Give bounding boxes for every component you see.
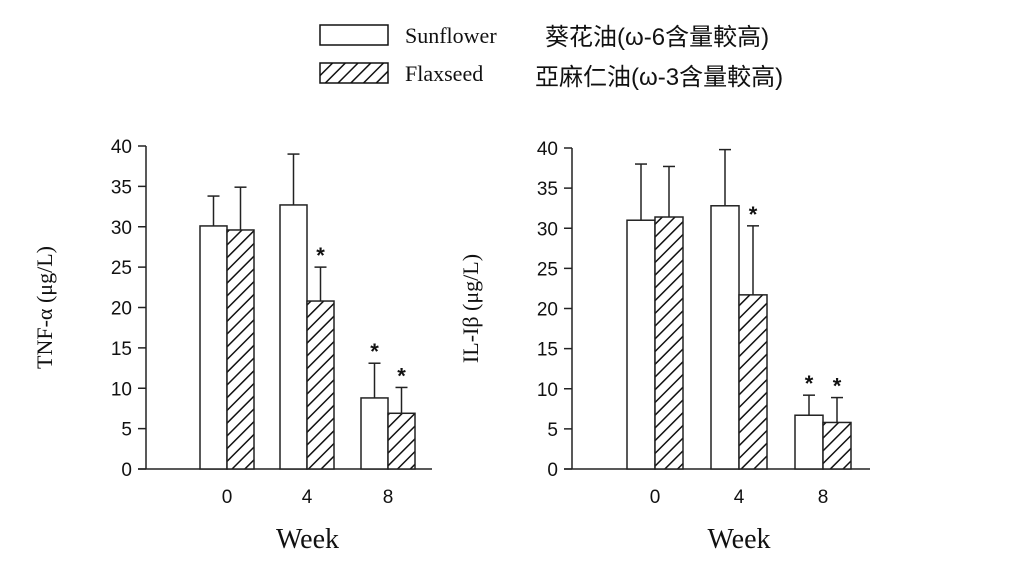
y-tick-label: 40	[111, 137, 132, 158]
y-axis-label: TNF-α (μg/L)	[32, 246, 57, 369]
significance-marker: *	[397, 363, 406, 388]
y-tick-label: 40	[537, 139, 558, 160]
x-tick-label: 4	[302, 487, 313, 508]
bar-sunflower	[626, 219, 656, 470]
y-tick-label: 15	[111, 339, 132, 360]
bar-sunflower	[360, 397, 389, 470]
legend-swatch-sunflower	[319, 24, 389, 46]
y-tick-label: 5	[547, 420, 558, 441]
y-tick-label: 20	[537, 300, 558, 321]
y-tick-label: 0	[121, 460, 132, 481]
y-tick-label: 35	[111, 177, 132, 198]
bar-sunflower	[279, 204, 308, 470]
tnf-alpha-chart: 0 5 10 15 20 25 30 35 40 0 4 * 8 * * Week TNF-α (μg/L)	[32, 137, 432, 555]
x-tick-label: 8	[818, 487, 829, 508]
y-tick-label: 20	[111, 299, 132, 320]
legend: Sunflower 葵花油(ω-6含量較高) Flaxseed 亞麻仁油(ω-3…	[319, 23, 783, 91]
bar-flaxseed	[306, 300, 335, 470]
y-tick-label: 35	[537, 179, 558, 200]
y-axis-label: IL-Iβ (μg/L)	[458, 254, 483, 363]
y-tick-label: 30	[537, 219, 558, 240]
legend-label-sunflower: Sunflower	[405, 23, 497, 48]
significance-marker: *	[749, 202, 758, 227]
x-axis-label: Week	[707, 524, 770, 555]
significance-marker: *	[833, 374, 842, 399]
y-tick-label: 25	[537, 259, 558, 280]
y-tick-label: 10	[111, 379, 132, 400]
y-tick-label: 15	[537, 340, 558, 361]
significance-marker: *	[370, 339, 379, 364]
y-tick-label: 0	[547, 460, 558, 481]
legend-note-flaxseed: 亞麻仁油(ω-3含量較高)	[535, 64, 783, 91]
y-tick-label: 30	[111, 218, 132, 239]
bar-flaxseed	[226, 229, 255, 470]
bar-sunflower	[199, 225, 228, 470]
bar-sunflower	[710, 205, 740, 470]
legend-note-sunflower: 葵花油(ω-6含量較高)	[545, 24, 769, 51]
x-tick-label: 0	[222, 487, 233, 508]
bar-flaxseed	[738, 294, 768, 470]
bar-flaxseed	[387, 412, 416, 470]
bar-flaxseed	[822, 421, 852, 470]
y-tick-label: 25	[111, 258, 132, 279]
significance-marker: *	[316, 243, 325, 268]
il-1beta-chart: 0 5 10 15 20 25 30 35 40 0 4 * 8 * * Week IL-Iβ (μg/L)	[458, 139, 870, 555]
legend-swatch-flaxseed	[319, 62, 389, 84]
bar-flaxseed	[654, 216, 684, 470]
y-tick-label: 5	[121, 420, 132, 441]
x-tick-label: 8	[383, 487, 394, 508]
x-axis-label: Week	[276, 524, 339, 555]
x-tick-label: 4	[734, 487, 745, 508]
bar-sunflower	[794, 414, 824, 470]
y-tick-label: 10	[537, 380, 558, 401]
legend-label-flaxseed: Flaxseed	[405, 61, 483, 86]
x-tick-label: 0	[650, 487, 661, 508]
significance-marker: *	[805, 371, 814, 396]
